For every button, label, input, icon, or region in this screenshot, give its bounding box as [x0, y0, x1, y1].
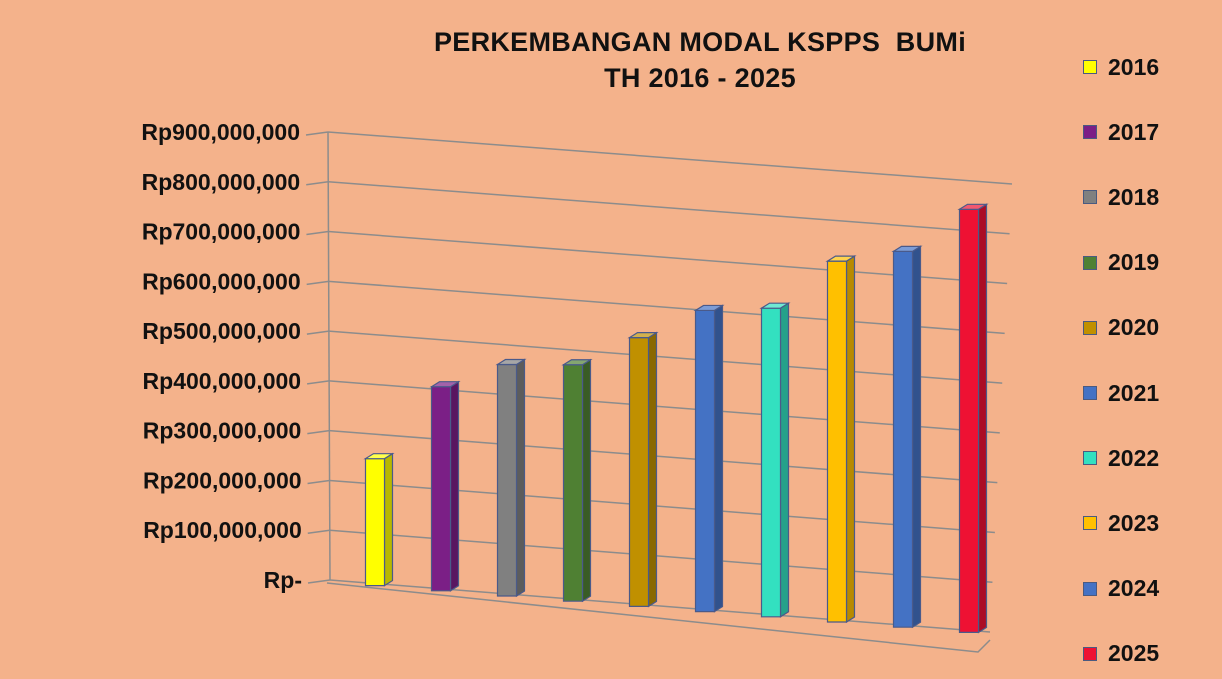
bar-series: [363, 203, 989, 634]
y-tick-mark: [307, 380, 330, 385]
bar-2020: [627, 331, 659, 608]
chart-title-line-1: PERKEMBANGAN MODAL KSPPS BUMi: [433, 27, 967, 57]
y-tick-label: Rp400,000,000: [143, 368, 302, 394]
legend-label: 2020: [1108, 314, 1160, 341]
legend-item-2019: 2019: [1083, 248, 1159, 278]
legend-item-2023: 2023: [1083, 508, 1159, 538]
y-tick-mark: [307, 429, 330, 435]
legend-label: 2025: [1108, 640, 1160, 667]
y-tick-label: Rp800,000,000: [142, 169, 301, 195]
legend-item-2016: 2016: [1083, 52, 1159, 82]
y-axis-line: [327, 131, 331, 581]
legend-swatch: [1083, 255, 1097, 270]
legend-label: 2018: [1108, 183, 1160, 210]
gridline: [327, 131, 1013, 185]
legend-swatch: [1083, 320, 1097, 335]
y-tick-label: Rp900,000,000: [141, 119, 300, 145]
bar-2021: [693, 304, 725, 613]
legend-item-2024: 2024: [1083, 574, 1159, 604]
y-tick-label: Rp-: [264, 567, 302, 593]
y-tick-mark: [306, 280, 329, 286]
y-axis-tick-labels: Rp- Rp100,000,000 Rp200,000,000 Rp300,000,0…: [141, 119, 302, 593]
legend-swatch: [1083, 125, 1097, 140]
y-tick-label: Rp500,000,000: [142, 318, 301, 344]
y-tick-mark: [305, 131, 329, 136]
bar-2018: [495, 358, 527, 598]
legend-swatch: [1083, 190, 1097, 205]
legend-item-2020: 2020: [1083, 313, 1159, 343]
y-tick-mark: [307, 529, 330, 534]
legend-swatch: [1083, 386, 1097, 400]
legend-item-2022: 2022: [1083, 443, 1159, 473]
bar-2016: [363, 452, 395, 587]
chart-title: PERKEMBANGAN MODAL KSPPS BUMi TH 2016 - …: [300, 24, 1100, 96]
y-tick-label: Rp200,000,000: [143, 467, 302, 493]
gridline: [329, 579, 991, 633]
bar-2017: [429, 380, 461, 592]
chart-title-line-2: TH 2016 - 2025: [604, 63, 796, 93]
legend-swatch: [1083, 516, 1097, 531]
legend-swatch: [1083, 451, 1097, 466]
y-tick-label: Rp100,000,000: [143, 517, 302, 543]
legend-swatch: [1083, 60, 1097, 74]
legend-swatch: [1083, 581, 1097, 596]
y-tick-label: Rp700,000,000: [142, 219, 301, 245]
legend-label: 2017: [1108, 118, 1160, 145]
bar-2024: [891, 245, 923, 629]
legend-swatch: [1083, 646, 1097, 661]
legend-item-2021: 2021: [1083, 378, 1159, 408]
legend-item-2017: 2017: [1083, 117, 1159, 147]
y-tick-mark: [306, 330, 329, 335]
legend-label: 2023: [1108, 509, 1160, 536]
floor-edge: [326, 582, 991, 653]
y-tick-mark: [306, 230, 329, 236]
y-tick-label: Rp300,000,000: [143, 418, 302, 444]
y-tick-mark: [306, 181, 329, 186]
gridline: [328, 181, 1010, 235]
y-tick-mark: [307, 479, 330, 485]
legend-label: 2024: [1108, 575, 1160, 602]
bar-2019: [561, 358, 593, 603]
bar-2025: [957, 203, 989, 634]
legend-item-2025: 2025: [1083, 639, 1159, 669]
bar-2022: [759, 302, 791, 618]
legend-label: 2022: [1108, 444, 1160, 471]
legend-label: 2021: [1108, 379, 1160, 406]
legend-label: 2016: [1108, 53, 1160, 80]
gridline: [328, 330, 1003, 384]
legend-item-2018: 2018: [1083, 182, 1159, 212]
y-tick-mark: [307, 579, 331, 584]
legend-label: 2019: [1108, 249, 1160, 276]
y-tick-label: Rp600,000,000: [142, 268, 301, 294]
gridline: [328, 280, 1005, 335]
bar-2023: [825, 255, 857, 624]
